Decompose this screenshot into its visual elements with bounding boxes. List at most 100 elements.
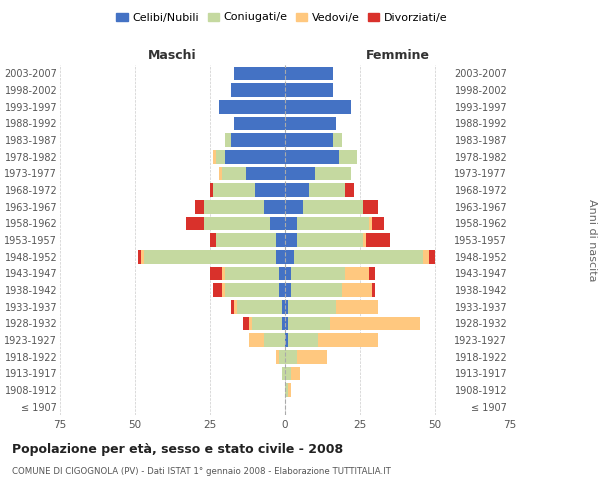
Bar	[285, 116, 336, 130]
Bar	[243, 316, 249, 330]
Bar	[249, 333, 264, 347]
Bar	[252, 316, 282, 330]
Bar	[285, 350, 297, 364]
Bar	[234, 116, 285, 130]
Bar	[285, 333, 288, 347]
Bar	[330, 316, 420, 330]
Bar	[216, 233, 276, 247]
Bar	[333, 133, 342, 147]
Bar	[288, 300, 336, 314]
Bar	[231, 83, 285, 97]
Bar	[285, 266, 291, 280]
Bar	[231, 133, 285, 147]
Bar	[282, 316, 285, 330]
Text: Maschi: Maschi	[148, 48, 197, 62]
Bar	[297, 216, 369, 230]
Bar	[225, 283, 279, 297]
Bar	[237, 300, 282, 314]
Bar	[285, 383, 288, 397]
Bar	[279, 350, 285, 364]
Bar	[366, 233, 390, 247]
Bar	[291, 366, 300, 380]
Bar	[285, 83, 333, 97]
Bar	[219, 166, 222, 180]
Bar	[222, 266, 225, 280]
Bar	[246, 166, 285, 180]
Legend: Celibi/Nubili, Coniugati/e, Vedovi/e, Divorziati/e: Celibi/Nubili, Coniugati/e, Vedovi/e, Di…	[112, 8, 452, 27]
Bar	[285, 283, 291, 297]
Bar	[276, 233, 285, 247]
Bar	[342, 283, 372, 297]
Text: COMUNE DI CIGOGNOLA (PV) - Dati ISTAT 1° gennaio 2008 - Elaborazione TUTTITALIA.: COMUNE DI CIGOGNOLA (PV) - Dati ISTAT 1°…	[12, 468, 391, 476]
Bar	[288, 383, 291, 397]
Bar	[285, 366, 291, 380]
Bar	[219, 100, 285, 114]
Bar	[213, 150, 216, 164]
Bar	[363, 200, 378, 213]
Bar	[279, 283, 285, 297]
Text: Popolazione per età, sesso e stato civile - 2008: Popolazione per età, sesso e stato civil…	[12, 442, 343, 456]
Bar	[225, 133, 231, 147]
Text: Anni di nascita: Anni di nascita	[587, 198, 597, 281]
Bar	[291, 283, 342, 297]
Bar	[297, 233, 363, 247]
Bar	[216, 150, 225, 164]
Bar	[249, 316, 252, 330]
Bar	[309, 183, 345, 197]
Bar	[231, 300, 234, 314]
Bar	[294, 250, 423, 264]
Bar	[285, 200, 303, 213]
Bar	[270, 216, 285, 230]
Bar	[285, 166, 315, 180]
Bar	[285, 300, 288, 314]
Bar	[264, 200, 285, 213]
Bar	[138, 250, 141, 264]
Bar	[429, 250, 435, 264]
Bar	[297, 350, 327, 364]
Bar	[285, 216, 297, 230]
Bar	[363, 233, 366, 247]
Bar	[423, 250, 429, 264]
Bar	[288, 333, 318, 347]
Bar	[285, 316, 288, 330]
Bar	[213, 183, 255, 197]
Bar	[369, 266, 375, 280]
Bar	[186, 216, 204, 230]
Bar	[291, 266, 345, 280]
Bar	[288, 316, 330, 330]
Bar	[345, 266, 369, 280]
Bar	[372, 283, 375, 297]
Bar	[285, 150, 339, 164]
Bar	[264, 333, 285, 347]
Bar	[225, 150, 285, 164]
Bar	[210, 183, 213, 197]
Bar	[279, 266, 285, 280]
Bar	[210, 266, 222, 280]
Bar	[345, 183, 354, 197]
Bar	[372, 216, 384, 230]
Bar	[222, 166, 246, 180]
Bar	[225, 266, 279, 280]
Bar	[204, 200, 264, 213]
Bar	[318, 333, 378, 347]
Bar	[204, 216, 270, 230]
Bar	[141, 250, 144, 264]
Bar	[210, 233, 216, 247]
Bar	[285, 100, 351, 114]
Bar	[285, 233, 297, 247]
Text: Femmine: Femmine	[365, 48, 430, 62]
Bar	[234, 66, 285, 80]
Bar	[276, 350, 279, 364]
Bar	[285, 133, 333, 147]
Bar	[276, 250, 285, 264]
Bar	[336, 300, 378, 314]
Bar	[285, 250, 294, 264]
Bar	[213, 283, 222, 297]
Bar	[285, 66, 333, 80]
Bar	[282, 366, 285, 380]
Bar	[144, 250, 276, 264]
Bar	[234, 300, 237, 314]
Bar	[282, 300, 285, 314]
Bar	[255, 183, 285, 197]
Bar	[285, 183, 309, 197]
